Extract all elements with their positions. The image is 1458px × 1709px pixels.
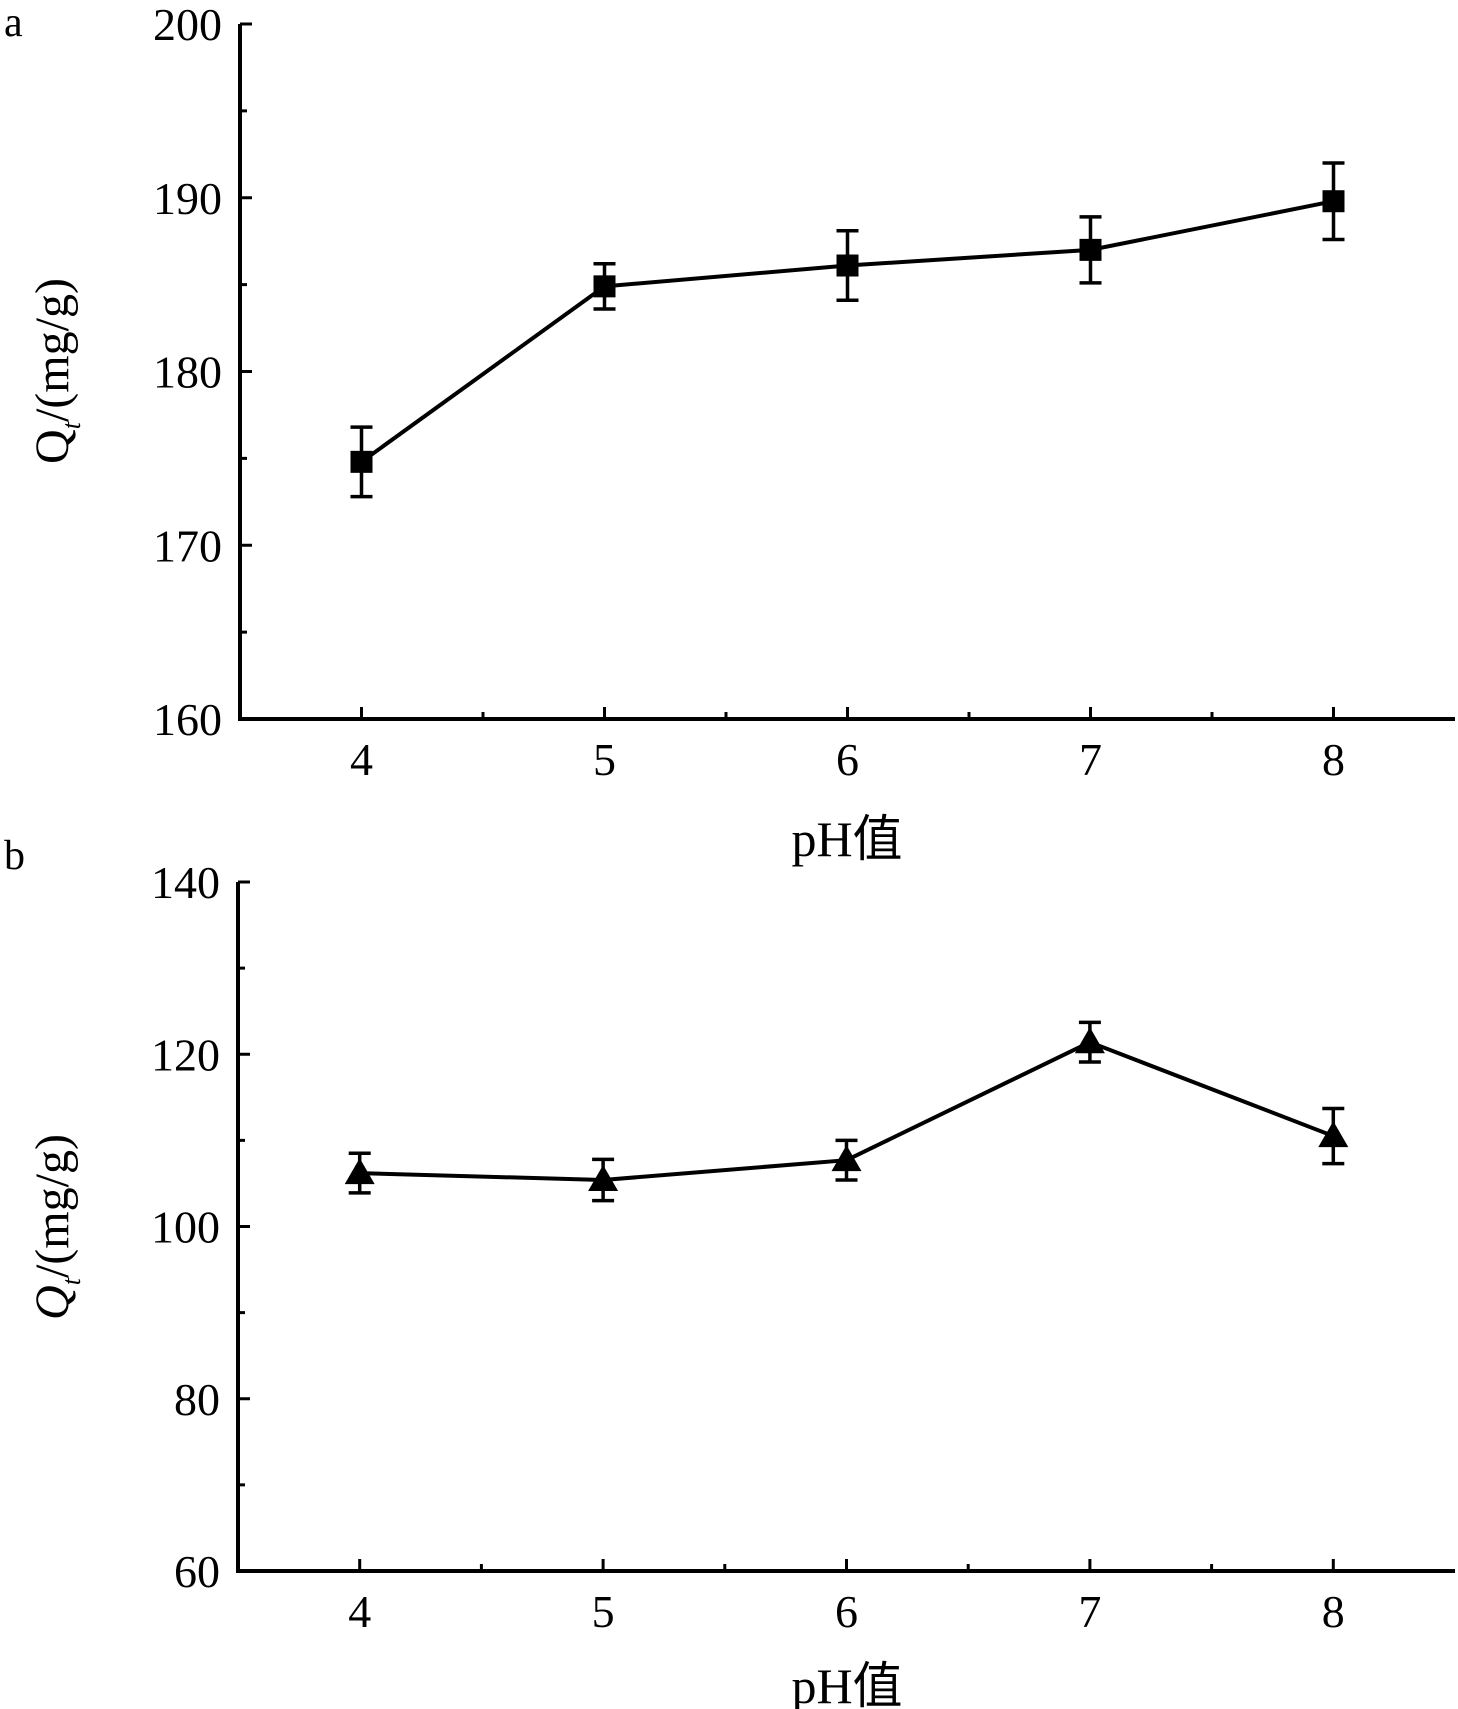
x-tick-label: 4	[348, 1586, 371, 1637]
data-point-square	[1079, 238, 1102, 261]
y-axis-label-subscript: t	[57, 1277, 86, 1285]
x-tick-label: 7	[1078, 1586, 1101, 1637]
y-tick-label: 170	[153, 520, 222, 571]
x-axis-label: pH值	[791, 1658, 902, 1709]
x-tick-label: 7	[1079, 734, 1102, 785]
chart-panel-b: b 60 80 100 120 140 4 5 6 7 8 pH值 Qt/(mg/g)	[4, 833, 1455, 1709]
data-point-triangle	[588, 1164, 619, 1191]
x-ticks: 4 5 6 7 8	[350, 707, 1345, 785]
y-tick-label: 190	[153, 173, 222, 224]
x-ticks: 4 5 6 7 8	[348, 1559, 1345, 1637]
data-point-square	[1322, 190, 1345, 213]
data-point-triangle	[1318, 1121, 1349, 1148]
data-point-square	[350, 450, 373, 473]
y-tick-label: 200	[153, 0, 222, 50]
y-axis-label-subscript: t	[57, 421, 86, 429]
y-ticks: 60 80 100 120 140	[151, 857, 250, 1597]
y-tick-label: 60	[174, 1546, 220, 1597]
y-tick-label: 180	[153, 347, 222, 398]
x-tick-label: 6	[836, 734, 859, 785]
data-point-square	[593, 275, 616, 298]
y-tick-label: 120	[151, 1029, 220, 1080]
x-tick-label: 8	[1322, 734, 1345, 785]
data-series	[344, 1020, 1349, 1203]
y-tick-label: 80	[174, 1374, 220, 1425]
y-axis-label: Qt/(mg/g)	[26, 278, 86, 464]
y-axis-label-unit: /(mg/g)	[26, 1134, 79, 1278]
x-tick-label: 4	[350, 734, 373, 785]
data-point-triangle	[344, 1158, 375, 1185]
y-tick-label: 100	[151, 1202, 220, 1253]
panel-label: b	[4, 833, 25, 879]
data-point-triangle	[831, 1145, 862, 1172]
x-tick-label: 6	[835, 1586, 858, 1637]
x-tick-label: 5	[592, 1586, 615, 1637]
y-tick-label: 140	[151, 857, 220, 908]
data-point-triangle	[1074, 1027, 1105, 1054]
y-axis-label-symbol: Q	[26, 1285, 79, 1320]
y-ticks: 160 170 180 190 200	[153, 0, 252, 745]
x-tick-label: 8	[1322, 1586, 1345, 1637]
data-series	[350, 161, 1345, 499]
y-axis-label-unit: /(mg/g)	[26, 278, 79, 422]
data-point-square	[836, 254, 859, 277]
chart-panel-a: a 160 170 180 190 200 4 5 6 7 8 pH值 Qt/(mg/g)	[4, 0, 1455, 867]
x-axis-label: pH值	[791, 811, 902, 867]
panel-label: a	[4, 0, 23, 46]
y-tick-label: 160	[153, 694, 222, 745]
x-tick-label: 5	[593, 734, 616, 785]
y-axis-label: Qt/(mg/g)	[26, 1134, 86, 1320]
y-axis-label-symbol: Q	[26, 429, 79, 464]
